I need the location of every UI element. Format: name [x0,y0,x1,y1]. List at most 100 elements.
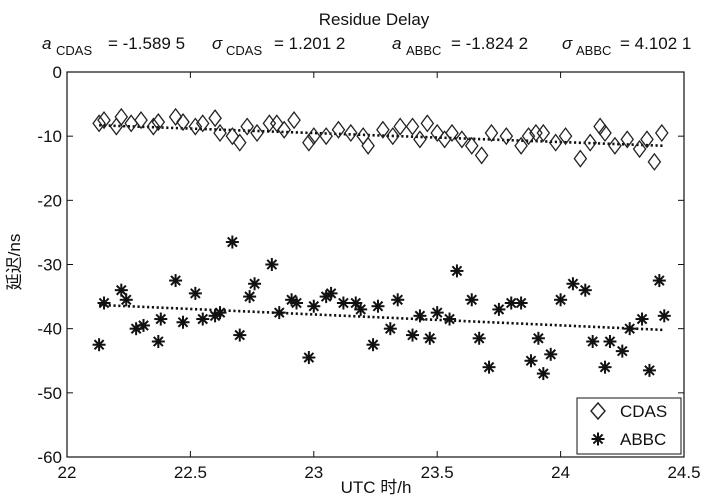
cdas-point [92,114,106,133]
abbc-point [154,312,168,326]
cdas-point [331,120,346,139]
stat-a-cdas-subscript: CDAS [56,43,92,58]
stat-sigma-abbc-subscript: ABBC [576,43,611,58]
cdas-point [188,117,203,136]
cdas-point [385,127,400,146]
abbc-point [554,293,568,307]
abbc-point [524,354,538,368]
x-axis-ticks: 22 22.5 23 23.5 24 24.5 [58,72,701,482]
cdas-point [536,123,551,143]
stat-a-cdas-symbol: a [42,34,51,53]
abbc-point [578,283,592,297]
abbc-point [657,309,671,323]
abbc-point [272,306,286,320]
stat-sigma-cdas-subscript: CDAS [226,43,262,58]
abbc-point [443,312,457,326]
cdas-point [114,107,129,127]
cdas-point [598,123,612,143]
chart-title: Residue Delay [319,10,430,29]
abbc-point [635,312,649,326]
abbc-point [514,296,528,310]
cdas-point [445,123,459,143]
cdas-point [250,123,264,143]
stat-sigma-abbc-symbol: σ [562,34,573,53]
legend-label-cdas: CDAS [620,402,667,421]
y-axis-label: 延迟/ns [5,234,24,291]
cdas-point [608,136,622,155]
abbc-point [119,293,133,307]
cdas-point [620,130,635,149]
abbc-point [423,331,437,345]
cdas-point [558,127,573,146]
abbc-point [307,299,321,313]
y-tick-label: -60 [37,448,62,467]
cdas-point [151,112,166,132]
cdas-point [287,111,301,130]
cdas-point [306,127,321,146]
abbc-point [383,322,397,336]
abbc-point [371,299,385,313]
abbc-point [642,363,656,377]
abbc-point [248,277,262,291]
abbc-point [336,296,350,310]
trendlines [99,123,665,332]
y-tick-label: 0 [53,63,62,82]
abbc-point [465,293,479,307]
stat-sigma-cdas-value: = 1.201 2 [274,34,345,53]
x-tick-label: 22.5 [174,463,207,482]
cdas-point [344,123,358,143]
cdas-point [474,146,489,165]
abbc-point [302,351,316,365]
legend-label-abbc: ABBC [620,430,666,449]
cdas-point [168,107,183,127]
stat-sigma-cdas-symbol: σ [212,34,223,53]
cdas-point [393,117,407,136]
abbc-point [615,344,629,358]
x-axis-label: UTC 时/h [341,478,412,497]
legend-asterisk-marker [591,432,605,446]
cdas-point [548,133,563,152]
abbc-point [324,286,338,300]
cdas-point [430,123,445,143]
cdas-point [225,127,240,146]
y-tick-label: -10 [37,127,62,146]
cdas-point [208,109,222,128]
abbc-point [492,302,506,316]
x-tick-label: 22 [58,463,77,482]
abbc-point [531,331,545,345]
abbc-point [603,335,617,348]
abbc-point [598,360,612,374]
cdas-point [146,117,161,136]
y-axis-ticks: 0 -10 -20 -30 -40 -50 -60 [37,63,684,467]
abbc-point [652,274,666,288]
abbc-point [196,312,210,326]
legend-asterisk-glyph [591,432,605,446]
stat-a-abbc-symbol: a [392,34,401,53]
cdas-point [302,133,316,152]
stat-a-abbc-value: = -1.824 2 [451,34,528,53]
y-tick-label: -40 [37,320,62,339]
abbc-point [472,331,486,345]
x-tick-label: 23.5 [421,463,454,482]
abbc-point [213,306,227,320]
cdas-point [413,130,427,149]
cdas-point [134,111,148,130]
cdas-point [499,127,514,146]
y-tick-label: -20 [37,191,62,210]
abbc-point [233,328,247,342]
cdas-point [640,130,654,149]
abbc-point [265,258,279,271]
stat-sigma-abbc-value: = 4.102 1 [620,34,691,53]
legend: CDAS ABBC [576,397,682,455]
abbc-point [566,277,580,291]
abbc-point [544,347,558,361]
cdas-point [583,133,598,152]
trendline-cdas [99,123,665,148]
cdas-point [484,123,499,143]
abbc-point [169,274,183,288]
cdas-point [514,136,528,155]
cdas-point [420,114,435,133]
cdas-point [232,133,247,152]
x-tick-label: 24.5 [667,463,700,482]
